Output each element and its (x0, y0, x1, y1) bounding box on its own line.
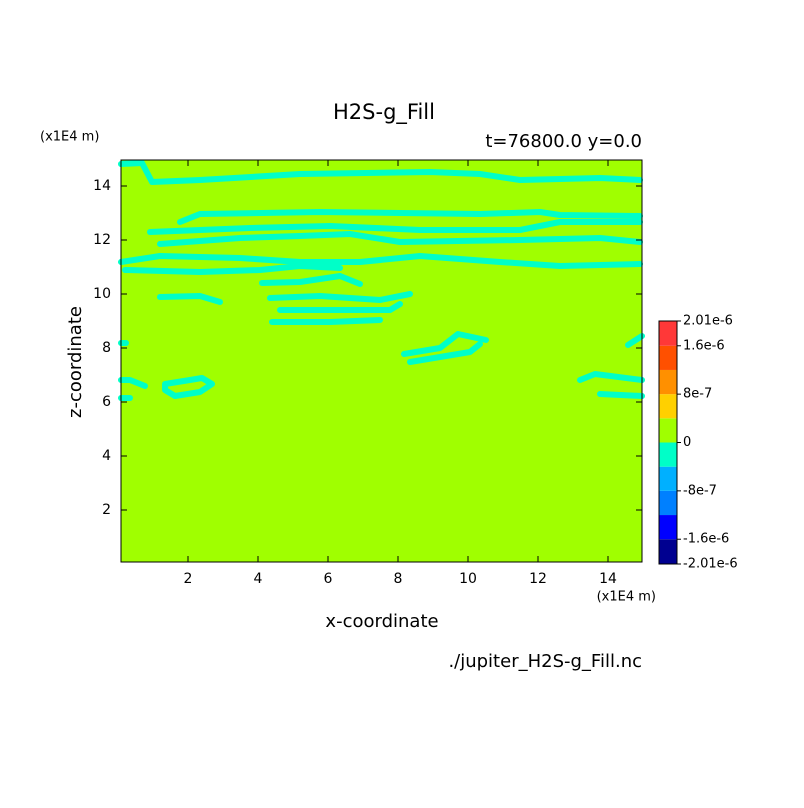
chart-subtitle: t=76800.0 y=0.0 (485, 131, 642, 152)
contour-band (597, 391, 645, 399)
colorbar-segment (659, 321, 677, 346)
y-axis-label: z-coordinate (65, 306, 86, 418)
plot-frame (120, 159, 643, 563)
contour-band (118, 377, 148, 389)
y-tick-label: 14 (93, 178, 111, 194)
colorbar-segment (659, 442, 677, 467)
x-tick-label: 10 (459, 571, 477, 587)
negative-contours (118, 160, 645, 401)
y-tick-label: 4 (102, 448, 111, 464)
x-unit: (x1E4 m) (597, 590, 656, 605)
x-tick-label: 4 (254, 571, 263, 587)
x-tick-label: 8 (394, 571, 403, 587)
colorbar-label: 8e-7 (683, 387, 712, 402)
colorbar-segment (659, 490, 677, 516)
source-label: ./jupiter_H2S-g_Fill.nc (448, 651, 642, 672)
contour-band (162, 375, 215, 399)
colorbar-segment (659, 515, 677, 540)
colorbar-segment (659, 369, 677, 395)
colorbar-label: 1.6e-6 (683, 338, 725, 353)
contour-band (259, 273, 363, 287)
colorbar-segment (659, 466, 677, 491)
colorbar-segment (659, 539, 677, 564)
x-tick-label: 6 (324, 571, 333, 587)
contour-band (267, 291, 413, 303)
chart-title: H2S-g_Fill (333, 100, 435, 125)
contour-band (118, 160, 643, 185)
x-tick-label: 14 (599, 571, 617, 587)
colorbar-label: 2.01e-6 (683, 314, 733, 329)
contour-band (147, 219, 643, 235)
x-tick-label: 2 (184, 571, 193, 587)
colorbar-label: 0 (683, 435, 691, 450)
contour-band (157, 231, 643, 247)
colorbar-label: -2.01e-6 (683, 557, 738, 572)
contour-band (269, 317, 383, 325)
colorbar-label: -1.6e-6 (683, 532, 729, 547)
x-axis-label: x-coordinate (325, 611, 438, 632)
y-tick-label: 10 (93, 286, 111, 302)
contour-band (625, 333, 645, 348)
contour-band (277, 301, 403, 313)
y-unit: (x1E4 m) (40, 130, 99, 145)
contour-band (157, 293, 223, 305)
y-tick-label: 2 (102, 502, 111, 518)
contour-band (177, 209, 643, 225)
colorbar-segment (659, 394, 677, 419)
y-tick-label: 6 (102, 394, 111, 410)
colorbar-label: -8e-7 (683, 483, 717, 498)
contour-band (577, 371, 645, 383)
colorbar-segment (659, 418, 677, 443)
x-tick-label: 12 (529, 571, 547, 587)
colorbar-segment (659, 345, 677, 370)
y-tick-label: 12 (93, 232, 111, 248)
contour-band (122, 263, 343, 275)
contour-band (401, 331, 489, 357)
contour-band (118, 253, 643, 269)
contour-band (407, 341, 483, 365)
y-tick-label: 8 (102, 340, 111, 356)
